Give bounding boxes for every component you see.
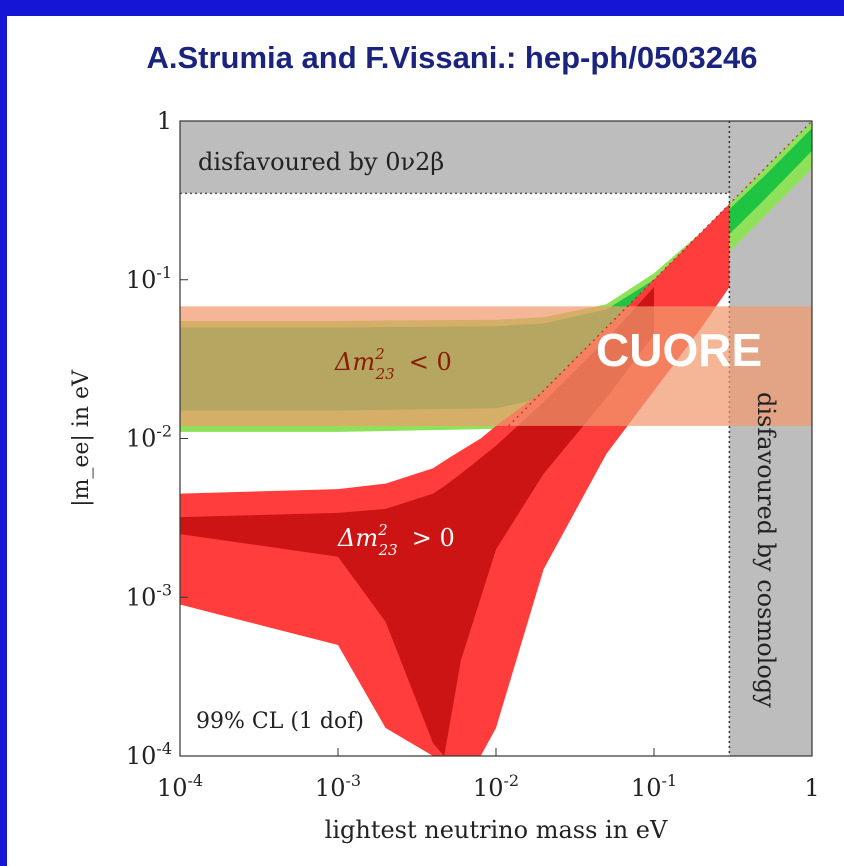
frame-left-border (0, 0, 7, 866)
page-title: A.Strumia and F.Vissani.: hep-ph/0503246 (146, 40, 758, 75)
label-cuore: CUORE (596, 324, 762, 376)
label-disfavoured-0v2b: disfavoured by 0ν2β (198, 148, 444, 176)
x-tick-label: 10-3 (315, 771, 361, 802)
y-tick-label: 10-4 (126, 739, 172, 770)
plot-area (180, 120, 813, 756)
x-tick-label: 1 (804, 774, 819, 802)
label-normal-hierarchy: Δm2 23 > 0 (337, 521, 455, 559)
axes: 10-4 10-3 10-2 10-1 1 10-4 10-3 10-2 10-1 1 lighte… (69, 107, 820, 844)
x-axis-label: lightest neutrino mass in eV (325, 816, 668, 844)
y-tick-label: 10-1 (126, 263, 172, 294)
annotations: disfavoured by 0ν2β disfavoured by cosmol… (196, 148, 780, 734)
region-disfavoured-0v2b (180, 121, 812, 194)
region-cuore (180, 306, 812, 426)
x-tick-label: 10-2 (473, 771, 519, 802)
label-inverted-hierarchy: Δm2 23 < 0 (334, 345, 452, 383)
x-tick-label: 10-4 (157, 771, 203, 802)
y-axis-label: |m_ee| in eV (69, 369, 94, 507)
frame-top-border (0, 0, 844, 16)
y-tick-label: 10-3 (126, 580, 172, 611)
label-disfavoured-cosmology: disfavoured by cosmology (752, 392, 780, 708)
y-tick-label: 10-2 (126, 422, 172, 453)
band-normal-inner (180, 287, 654, 756)
x-tick-label: 10-1 (631, 771, 677, 802)
y-tick-label: 1 (157, 107, 172, 135)
label-confidence-level: 99% CL (1 dof) (196, 709, 364, 734)
